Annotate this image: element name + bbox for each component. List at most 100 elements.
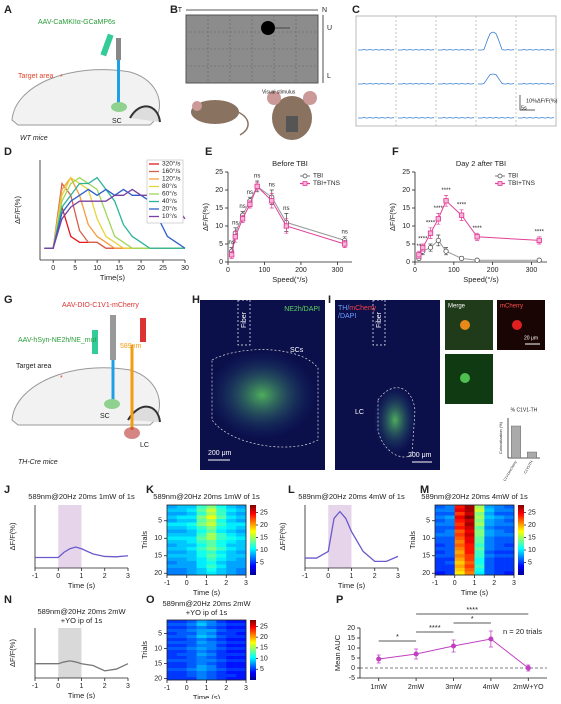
heatmap-cell bbox=[226, 571, 237, 576]
heatmap-cell bbox=[176, 662, 188, 666]
panel-letter: A bbox=[4, 4, 12, 16]
x-tick-label: 4mW bbox=[483, 684, 500, 691]
heatmap-cell bbox=[484, 550, 495, 555]
marker bbox=[458, 212, 465, 218]
heatmap-cell bbox=[236, 620, 247, 624]
heatmap-cell bbox=[196, 526, 207, 530]
y-tick-label: 20 bbox=[422, 570, 430, 577]
y-tick-label: 20 bbox=[154, 570, 162, 577]
heatmap-cell bbox=[206, 620, 217, 624]
heatmap-cell bbox=[176, 671, 188, 675]
heatmap-cell bbox=[454, 547, 465, 551]
heatmap-cell bbox=[186, 632, 197, 636]
heatmap-cell bbox=[236, 543, 247, 548]
heatmap-cell bbox=[236, 629, 247, 633]
y-tick-label: 5 bbox=[158, 518, 162, 525]
heatmap-cell bbox=[484, 519, 495, 523]
heatmap-cell bbox=[474, 536, 485, 541]
marker bbox=[228, 252, 235, 258]
heatmap-cell bbox=[206, 662, 217, 666]
x-tick-label: 15 bbox=[115, 265, 123, 272]
heatmap-cell bbox=[444, 568, 456, 572]
trace-frame bbox=[355, 15, 557, 127]
stimulus-label: Visual stimulus bbox=[262, 89, 296, 95]
marker bbox=[283, 223, 290, 229]
heatmap-cell bbox=[494, 519, 505, 523]
heatmap-cell bbox=[236, 533, 247, 537]
x-axis-label: Time (s) bbox=[193, 588, 221, 597]
heatmap-cell bbox=[176, 668, 188, 672]
colorbar-tick-label: 10 bbox=[260, 547, 268, 554]
mouse-ear bbox=[192, 101, 202, 111]
legend-box bbox=[146, 159, 184, 224]
heatmap-cell bbox=[226, 561, 237, 565]
heatmap-cell bbox=[236, 540, 247, 544]
marker bbox=[413, 651, 419, 657]
heatmap-cell bbox=[454, 550, 465, 555]
heatmap-cell bbox=[226, 668, 237, 672]
stain-mcherry: mCherry bbox=[349, 305, 376, 312]
heatmap-cell bbox=[444, 529, 456, 534]
heatmap-cell bbox=[226, 557, 237, 562]
heatmap-cell bbox=[226, 543, 237, 548]
fiber-track bbox=[237, 299, 251, 346]
heatmap-cell bbox=[444, 526, 456, 530]
note: n = 20 trials bbox=[503, 627, 542, 636]
heatmap-cell bbox=[464, 561, 475, 565]
heatmap-cell bbox=[435, 550, 446, 555]
heatmap-cell bbox=[206, 635, 217, 639]
panel-i: Fiber TH/mCherry /DAPI LC 200 μm Merge m… bbox=[335, 299, 545, 470]
x-tick-label: -1 bbox=[32, 683, 38, 690]
heatmap-cell bbox=[176, 540, 188, 544]
heatmap-cell bbox=[226, 671, 237, 675]
heatmap-cell bbox=[444, 554, 456, 558]
y-tick-label: 15 bbox=[347, 635, 355, 642]
heatmap-cell bbox=[186, 629, 197, 633]
heatmap-cell bbox=[176, 571, 188, 576]
heatmap-cell bbox=[167, 526, 178, 530]
heatmap-cell bbox=[454, 519, 465, 523]
heatmap-cell bbox=[484, 505, 495, 509]
stimulus-window bbox=[58, 628, 82, 678]
x-tick-label: -1 bbox=[164, 685, 170, 692]
heatmap-cell bbox=[494, 554, 505, 558]
heatmap-cell bbox=[206, 638, 217, 642]
y-axis-label: ΔF/F(%) bbox=[201, 203, 210, 231]
heatmap-cell bbox=[196, 656, 207, 660]
heatmap-cell bbox=[216, 543, 227, 548]
heatmap-cell bbox=[216, 522, 227, 527]
scale-x-label: 5s bbox=[521, 105, 527, 111]
region-label: LC bbox=[355, 409, 364, 416]
heatmap-cell bbox=[236, 668, 247, 672]
marker bbox=[450, 643, 457, 649]
marker bbox=[269, 198, 275, 204]
heatmap-cell bbox=[484, 557, 495, 562]
x-tick-label: 3 bbox=[512, 580, 516, 587]
heatmap-cell bbox=[454, 540, 465, 544]
illustrative-trace bbox=[358, 116, 395, 119]
heatmap-cell bbox=[226, 653, 237, 657]
heatmap-cell bbox=[226, 659, 237, 663]
colorbar-tick-label: 15 bbox=[260, 645, 268, 652]
legend-label: TBI+TNS bbox=[313, 180, 341, 187]
heatmap-cell bbox=[167, 554, 178, 558]
x-tick-label: 100 bbox=[448, 267, 460, 274]
heatmap-cell bbox=[464, 533, 475, 537]
heatmap-cell bbox=[196, 505, 207, 509]
heatmap-cell bbox=[196, 543, 207, 548]
heatmap-cell bbox=[216, 571, 227, 576]
heatmap-cell bbox=[206, 665, 217, 669]
heatmap-cell bbox=[226, 635, 237, 639]
virus-label: AAV-hSyn-NE2h/NE_mut bbox=[18, 337, 97, 344]
heatmap-cell bbox=[196, 554, 207, 558]
significance: **** bbox=[441, 188, 451, 194]
heatmap-cell bbox=[444, 522, 456, 527]
heatmap-cell bbox=[176, 632, 188, 636]
heatmap-cell bbox=[167, 623, 178, 627]
x-tick-label: 2mW+YO bbox=[513, 684, 544, 691]
chart-title: Before TBI bbox=[272, 159, 308, 168]
x-tick-label: -1 bbox=[32, 573, 38, 580]
heatmap-cell bbox=[176, 543, 188, 548]
marker bbox=[420, 244, 426, 251]
heatmap-cell bbox=[474, 522, 485, 527]
